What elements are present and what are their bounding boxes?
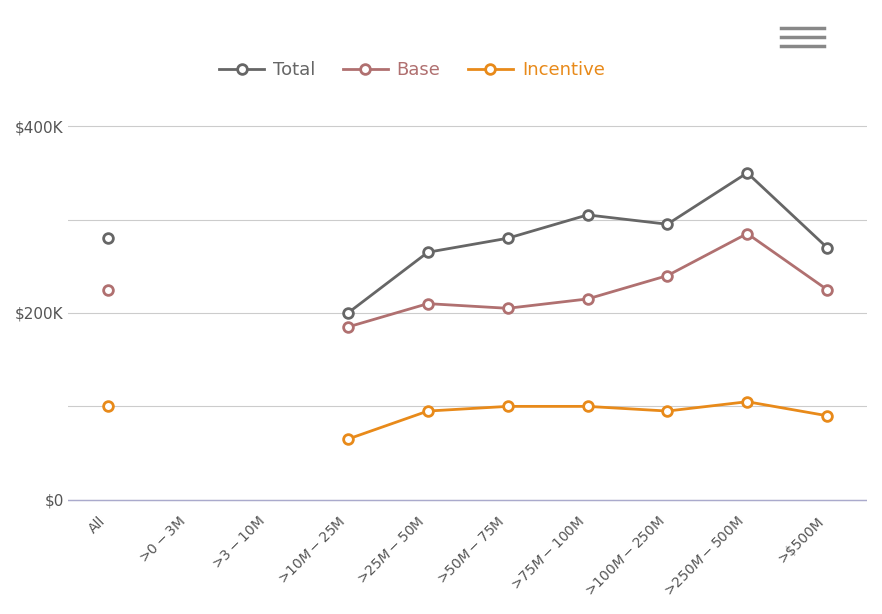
Legend: Total, Base, Incentive: Total, Base, Incentive [212,54,612,86]
